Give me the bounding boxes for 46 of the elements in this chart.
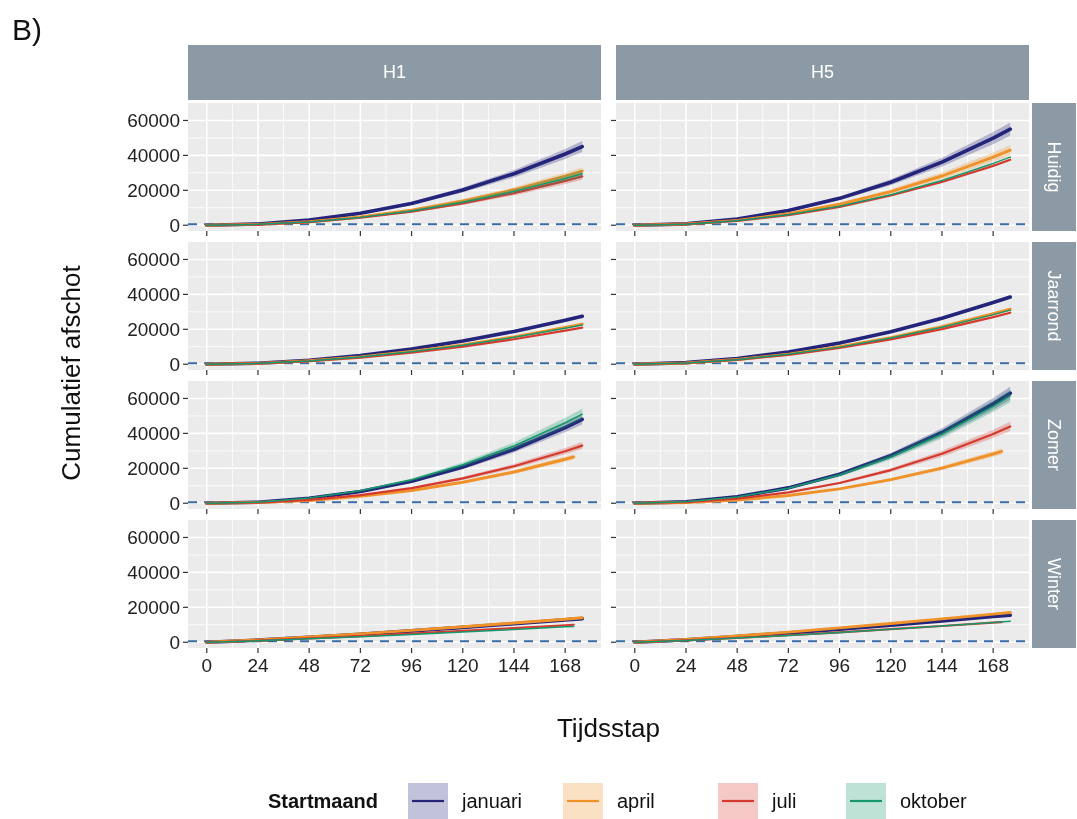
y2-axis-title: Zomer	[1043, 418, 1064, 472]
x-tick-label: 120	[446, 655, 479, 676]
y-tick-label: 60000	[127, 388, 180, 410]
x-tick-label: 72	[349, 655, 371, 676]
y-tick-label: 0	[169, 492, 180, 514]
x-tick-label: 144	[926, 655, 959, 676]
y2-axis-title: Winter	[1043, 557, 1064, 611]
y-axis-title: Cumulatief afschot	[56, 264, 86, 481]
y-tick-label: 40000	[127, 562, 180, 584]
x-axis-title: Tijdsstap	[556, 713, 661, 743]
y-tick-label: 40000	[127, 423, 180, 445]
x-tick-label: 24	[675, 655, 697, 676]
x-tick-label: 168	[977, 655, 1010, 676]
y-tick-label: 20000	[127, 179, 180, 201]
x-tick-label: 0	[629, 655, 641, 676]
chart-title: H5	[810, 62, 835, 83]
chart-title: H1	[382, 62, 407, 83]
y-tick-label: 20000	[127, 318, 180, 340]
x-tick-label: 48	[298, 655, 320, 676]
x-tick-label: 120	[874, 655, 907, 676]
x-tick-label: 96	[829, 655, 851, 676]
text: B)	[12, 13, 42, 46]
y-tick-label: 60000	[127, 527, 180, 549]
y-tick-label: 40000	[127, 145, 180, 167]
legend-label: januari	[461, 790, 523, 812]
x-tick-label: 168	[549, 655, 582, 676]
legend-title: Startmaand	[268, 790, 379, 812]
y-tick-label: 0	[169, 353, 180, 375]
y-tick-label: 20000	[127, 596, 180, 618]
legend-label: oktober	[900, 790, 968, 812]
x-tick-label: 72	[777, 655, 799, 676]
y-tick-label: 40000	[127, 284, 180, 306]
y-tick-label: 20000	[127, 457, 180, 479]
y2-axis-title: Huidig	[1043, 141, 1064, 193]
x-tick-label: 48	[726, 655, 748, 676]
legend-label: juli	[771, 790, 797, 812]
y-tick-label: 60000	[127, 110, 180, 132]
legend-label: april	[617, 790, 655, 812]
y2-axis-title: Jaarrond	[1043, 270, 1064, 342]
x-tick-label: 24	[247, 655, 269, 676]
x-tick-label: 0	[201, 655, 213, 676]
x-tick-label: 96	[401, 655, 423, 676]
y-tick-label: 60000	[127, 249, 180, 271]
y-tick-label: 0	[169, 214, 180, 236]
y-tick-label: 0	[169, 631, 180, 653]
x-tick-label: 144	[498, 655, 531, 676]
